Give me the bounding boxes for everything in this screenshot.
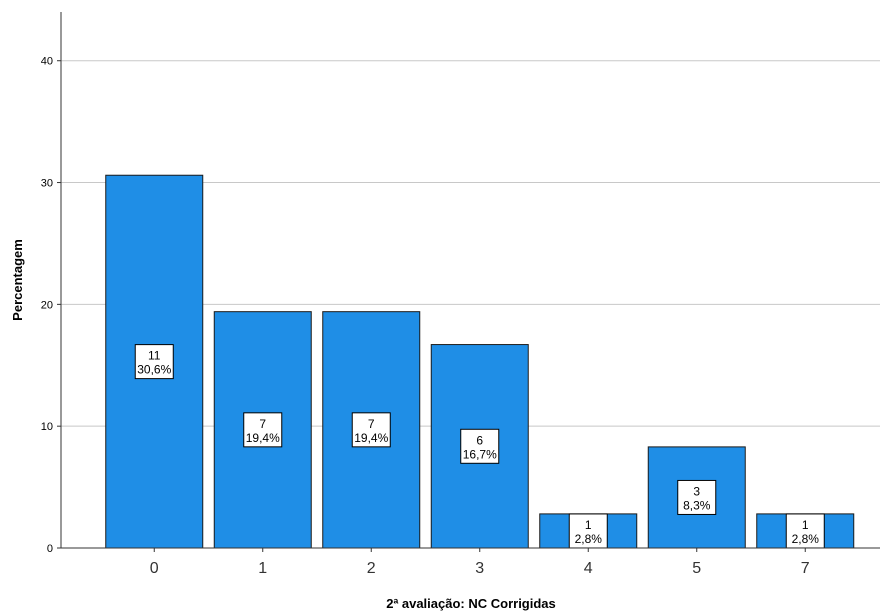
- bars: [105, 174, 855, 549]
- data-label-count: 6: [476, 433, 483, 447]
- data-label-4: 12,8%: [568, 513, 608, 549]
- x-tick-label: 5: [692, 560, 701, 577]
- x-tick-label: 3: [475, 560, 484, 577]
- y-tick-label: 0: [47, 543, 53, 555]
- data-label-2: 719,4%: [351, 412, 391, 448]
- data-label-count: 1: [585, 518, 592, 532]
- data-label-box: [785, 513, 825, 549]
- data-label-percent: 16,7%: [463, 447, 497, 461]
- y-tick-label: 20: [41, 299, 53, 311]
- y-tick-label: 30: [41, 178, 53, 190]
- data-label-percent: 8,3%: [683, 498, 711, 512]
- data-label-box: [677, 479, 717, 515]
- y-axis-ticks: 0 10 20 30 40: [41, 56, 61, 555]
- data-label-count: 11: [148, 349, 161, 363]
- data-label-box: [134, 344, 174, 380]
- data-label-count: 7: [368, 417, 375, 431]
- x-axis-title: 2ª avaliação: NC Corrigidas: [386, 596, 556, 611]
- data-label-percent: 2,8%: [792, 532, 820, 546]
- data-label-3: 616,7%: [460, 428, 500, 464]
- data-label-5: 38,3%: [677, 479, 717, 515]
- x-tick-label: 2: [367, 560, 376, 577]
- data-label-percent: 30,6%: [137, 363, 171, 377]
- data-label-percent: 19,4%: [354, 431, 388, 445]
- x-tick-label: 1: [258, 560, 267, 577]
- data-label-box: [568, 513, 608, 549]
- data-label-box: [243, 412, 283, 448]
- data-label-7: 12,8%: [785, 513, 825, 549]
- x-tick-label: 4: [584, 560, 593, 577]
- y-axis-title: Percentagem: [10, 239, 25, 321]
- y-tick-label: 40: [41, 56, 53, 68]
- x-axis-ticks: 0 1 2 3 4 5 7: [150, 548, 810, 577]
- y-tick-label: 10: [41, 421, 53, 433]
- data-label-count: 7: [259, 417, 266, 431]
- data-label-count: 1: [802, 518, 809, 532]
- data-label-1: 719,4%: [243, 412, 283, 448]
- data-label-percent: 19,4%: [246, 431, 280, 445]
- data-label-count: 3: [693, 484, 700, 498]
- data-label-box: [351, 412, 391, 448]
- data-label-box: [460, 428, 500, 464]
- data-label-percent: 2,8%: [575, 532, 603, 546]
- x-tick-label: 7: [801, 560, 810, 577]
- x-tick-label: 0: [150, 560, 159, 577]
